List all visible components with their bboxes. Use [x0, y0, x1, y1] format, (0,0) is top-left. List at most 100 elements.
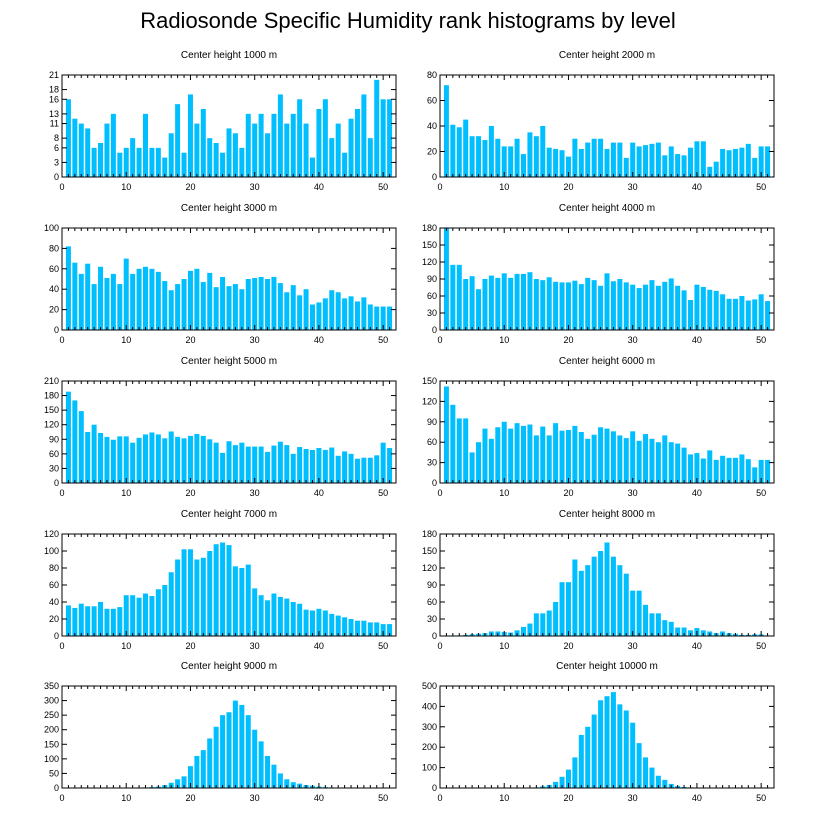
histogram-bar	[598, 700, 604, 788]
histogram-bar	[604, 148, 610, 177]
y-tick-label: 200	[44, 725, 59, 735]
histogram-bar	[168, 431, 174, 483]
histogram-bar	[443, 228, 449, 330]
y-tick-label: 300	[422, 722, 437, 732]
histogram-bar	[508, 428, 514, 483]
histogram-bar	[655, 285, 661, 330]
histogram-bar	[117, 152, 123, 177]
x-tick-label: 0	[437, 335, 442, 345]
histogram-bar	[110, 608, 116, 636]
histogram-bar	[476, 136, 482, 177]
histogram-bar	[309, 610, 316, 636]
histogram-bar	[232, 284, 238, 330]
histogram-bar	[572, 138, 578, 177]
histogram-bar	[572, 425, 578, 483]
histogram-bar	[387, 99, 393, 177]
histogram-bar	[578, 570, 584, 636]
histogram-bar	[559, 150, 565, 177]
histogram-panel-7: Center height 7000 m 0 10 20 30 40 50 0 20 40 60 80…	[44, 509, 397, 651]
histogram-bar	[220, 452, 226, 483]
histogram-bar	[533, 279, 539, 330]
histogram-bar	[187, 94, 193, 177]
y-tick-label: 50	[49, 768, 59, 778]
x-tick-label: 10	[121, 488, 131, 498]
histogram-bar	[668, 621, 674, 636]
y-tick-label: 150	[422, 376, 437, 386]
y-tick-label: 0	[54, 325, 59, 335]
histogram-bar	[265, 600, 271, 636]
y-tick-label: 60	[427, 597, 437, 607]
histogram-bar	[207, 272, 213, 330]
histogram-bar	[565, 156, 571, 177]
y-tick-label: 180	[422, 223, 437, 233]
histogram-bar	[623, 710, 629, 788]
histogram-bar	[78, 603, 84, 636]
histogram-bar	[252, 446, 258, 483]
panel-title: Center height 10000 m	[556, 661, 658, 672]
histogram-panel-6: Center height 6000 m 0 10 20 30 40 50 0 30 60 90 12…	[422, 356, 775, 498]
panel-title: Center height 6000 m	[559, 356, 655, 367]
histogram-bar	[348, 453, 354, 483]
histogram-bar	[559, 430, 565, 483]
histogram-bar	[501, 421, 507, 483]
histogram-bar	[745, 300, 751, 330]
histogram-bar	[598, 138, 604, 177]
histogram-bar	[175, 436, 181, 483]
histogram-bar	[297, 99, 303, 177]
histogram-bar	[303, 449, 309, 483]
histogram-bar	[546, 147, 552, 177]
histogram-bar	[367, 138, 373, 177]
histogram-bar	[258, 276, 264, 330]
y-tick-label: 180	[44, 391, 59, 401]
histogram-bar	[649, 767, 655, 788]
histogram-bar	[578, 148, 584, 177]
histogram-bar	[98, 143, 104, 177]
histogram-bar	[694, 453, 700, 483]
x-tick-label: 20	[563, 335, 573, 345]
histogram-bar	[65, 99, 71, 177]
histogram-bar	[662, 281, 668, 330]
histogram-bar	[514, 273, 520, 330]
histogram-bar	[142, 593, 149, 636]
y-tick-label: 100	[44, 754, 59, 764]
histogram-bar	[758, 146, 764, 177]
y-tick-label: 13	[49, 109, 59, 119]
histogram-bar	[469, 452, 475, 483]
histogram-bar	[649, 143, 655, 177]
histogram-bar	[329, 138, 335, 177]
histogram-bar	[91, 606, 97, 636]
histogram-panel-5: Center height 5000 m 0 10 20 30 40 50 0 30 60 90 12…	[44, 356, 397, 498]
histogram-bar	[316, 608, 322, 636]
histogram-bar	[309, 449, 316, 483]
histogram-bar	[277, 283, 283, 330]
y-tick-label: 180	[422, 529, 437, 539]
histogram-bar	[572, 280, 578, 330]
histogram-bar	[245, 446, 251, 483]
histogram-bar	[239, 568, 245, 636]
histogram-bar	[649, 438, 655, 483]
y-tick-label: 0	[432, 172, 437, 182]
x-tick-label: 30	[628, 335, 638, 345]
x-tick-label: 30	[250, 182, 260, 192]
histogram-bar	[284, 598, 290, 636]
histogram-bar	[623, 438, 629, 483]
histogram-bar	[181, 549, 187, 636]
histogram-bar	[520, 425, 527, 483]
y-tick-label: 210	[44, 376, 59, 386]
y-tick-label: 350	[44, 681, 59, 691]
histogram-bar	[361, 94, 367, 177]
x-tick-label: 20	[185, 641, 195, 651]
histogram-bar	[258, 446, 264, 483]
histogram-bar	[136, 437, 142, 483]
histogram-bar	[387, 306, 393, 330]
x-tick-label: 50	[756, 488, 766, 498]
histogram-bar	[136, 597, 142, 636]
histogram-bar	[463, 418, 469, 483]
x-tick-label: 0	[437, 488, 442, 498]
histogram-bar	[65, 391, 71, 483]
histogram-bar	[175, 284, 181, 330]
histogram-bar	[598, 551, 604, 636]
histogram-bar	[720, 148, 726, 177]
x-tick-label: 40	[692, 335, 702, 345]
histogram-bar	[226, 128, 232, 177]
